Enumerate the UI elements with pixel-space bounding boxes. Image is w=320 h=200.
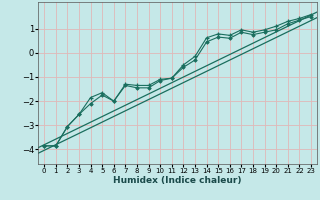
X-axis label: Humidex (Indice chaleur): Humidex (Indice chaleur) xyxy=(113,176,242,185)
